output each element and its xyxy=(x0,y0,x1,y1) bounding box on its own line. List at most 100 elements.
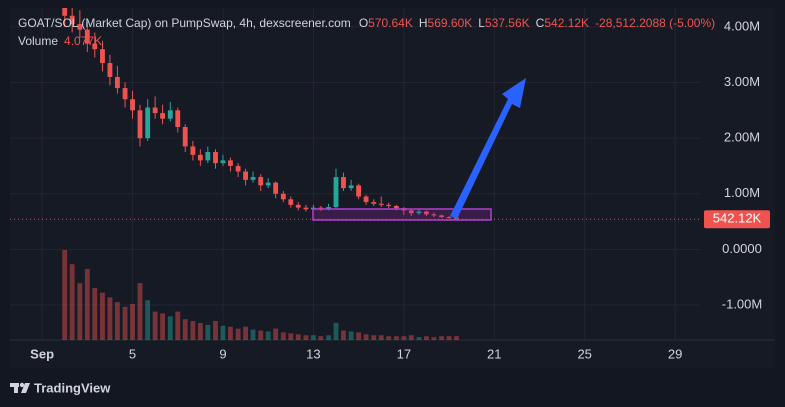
candle-body xyxy=(341,177,346,189)
candle-body xyxy=(92,43,98,50)
volume-bar xyxy=(431,337,437,340)
volume-bar xyxy=(439,336,445,340)
volume-bar xyxy=(190,321,196,340)
last-price-label: 542.12K xyxy=(713,211,762,226)
candle-body xyxy=(228,160,233,166)
volume-bar xyxy=(77,283,83,340)
candle-body xyxy=(220,160,226,164)
tradingview-logo xyxy=(10,382,30,393)
volume-value: 4.077K xyxy=(64,34,102,48)
candle-body xyxy=(190,146,196,155)
volume-bar xyxy=(326,335,331,340)
volume-bar xyxy=(160,313,166,340)
candle-body xyxy=(175,110,181,128)
candle-body xyxy=(160,113,166,119)
y-tick-label: 1.00M xyxy=(724,185,760,200)
volume-bar xyxy=(145,300,151,340)
grid xyxy=(10,8,700,340)
ohlc-value: 537.56K xyxy=(485,16,530,30)
volume-bar xyxy=(446,336,452,340)
ohlc-value: 570.64K xyxy=(368,16,413,30)
candle-body xyxy=(386,204,392,206)
candle-body xyxy=(114,76,120,89)
volume-bar xyxy=(386,336,392,340)
ohlc-key: C xyxy=(536,16,545,30)
volume-bar xyxy=(401,336,407,340)
candle-body xyxy=(122,88,128,100)
x-tick-label: 29 xyxy=(668,346,682,361)
volume-line: Volume 4.077K xyxy=(18,34,102,48)
volume-bar xyxy=(416,337,422,340)
x-tick-label: 21 xyxy=(487,346,501,361)
volume-bar xyxy=(100,292,105,340)
y-tick-label: 0.0000 xyxy=(722,241,762,256)
candle-body xyxy=(446,217,452,219)
x-tick-label: 25 xyxy=(577,346,591,361)
volume-bar xyxy=(424,336,429,340)
volume-bar xyxy=(371,335,377,340)
candle-body xyxy=(318,207,324,209)
volume-bar xyxy=(273,328,279,340)
volume-bar xyxy=(408,335,414,340)
candle-body xyxy=(333,177,339,208)
volume-bar xyxy=(295,334,301,340)
ohlc-key: O xyxy=(359,16,368,30)
candle-body xyxy=(243,171,249,180)
x-tick-label: 9 xyxy=(219,346,226,361)
candle-body xyxy=(137,110,143,139)
volume-bar xyxy=(84,268,90,340)
candle-body xyxy=(273,182,279,194)
volume-bar xyxy=(348,331,354,340)
x-tick-label: 13 xyxy=(306,346,320,361)
volume-bar xyxy=(69,264,75,340)
volume-bar xyxy=(213,321,218,340)
volume-bar xyxy=(454,336,459,340)
volume-bar xyxy=(220,325,226,340)
x-tick-label: 5 xyxy=(129,346,136,361)
candle-body xyxy=(348,185,354,189)
candle-body xyxy=(416,211,422,214)
candle-body xyxy=(130,99,135,111)
volume-bar xyxy=(356,332,362,340)
volume-bar xyxy=(310,335,316,340)
y-tick-label: 4.00M xyxy=(724,18,760,33)
volume-bar xyxy=(137,283,143,340)
candle-body xyxy=(356,185,362,197)
volume-bar xyxy=(288,333,294,340)
volume-bar xyxy=(114,302,120,340)
volume-bar xyxy=(265,331,271,340)
volume-bar xyxy=(152,311,158,340)
candle-body xyxy=(84,29,90,44)
volume-bar xyxy=(167,316,173,340)
candle-body xyxy=(250,177,256,180)
candle-body xyxy=(205,152,211,161)
axes: -1.00M 0.0000 1.00M 2.00M 3.00M 4.00M Sep 5 9 13 1… xyxy=(10,18,770,361)
candle-body xyxy=(235,165,241,172)
volume-bar xyxy=(107,297,113,340)
y-tick-label: 3.00M xyxy=(724,74,760,89)
volume-bar xyxy=(258,330,264,340)
candle-body xyxy=(197,154,203,161)
y-tick-label: 2.00M xyxy=(724,130,760,145)
candle-body xyxy=(295,204,301,208)
candle-body xyxy=(107,63,113,77)
candle-body xyxy=(326,207,331,209)
candle-body xyxy=(280,193,286,200)
candle-body xyxy=(424,211,429,215)
ohlc-key: H xyxy=(419,16,428,30)
volume-bar xyxy=(122,306,128,340)
candle-layer xyxy=(62,8,459,220)
candle-body xyxy=(69,15,75,25)
candle-body xyxy=(152,107,158,114)
volume-bar xyxy=(228,326,233,340)
volume-bar xyxy=(393,336,399,340)
candle-body xyxy=(77,24,83,30)
candle-body xyxy=(182,127,188,147)
candle-body xyxy=(378,203,384,205)
candle-body xyxy=(62,8,68,16)
candle-body xyxy=(393,205,399,209)
ohlc-key: L xyxy=(478,16,485,30)
candle-body xyxy=(303,207,309,210)
